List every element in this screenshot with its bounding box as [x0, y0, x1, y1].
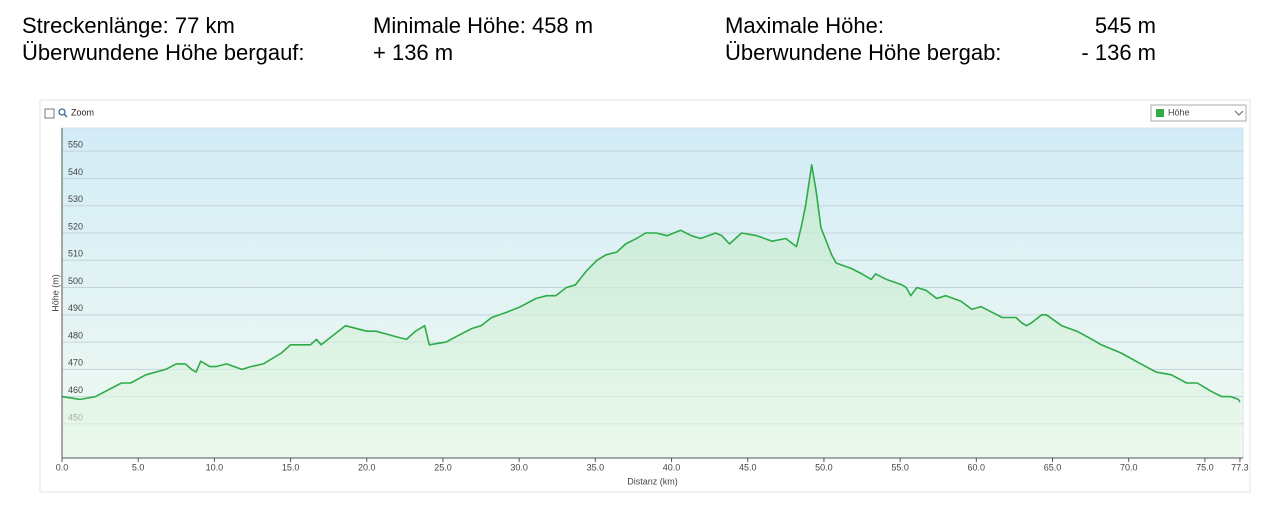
y-tick-label: 490	[68, 303, 83, 313]
x-tick-label: 50.0	[815, 462, 833, 472]
x-tick-label: 5.0	[132, 462, 145, 472]
y-tick-label: 550	[68, 140, 83, 150]
y-axis-label: Höhe (m)	[50, 274, 60, 312]
x-tick-label: 70.0	[1120, 462, 1138, 472]
x-tick-label: 45.0	[739, 462, 757, 472]
stat: - 136 m	[1081, 40, 1156, 65]
zoom-icon	[58, 108, 66, 116]
y-tick-label: 480	[68, 330, 83, 340]
zoom-icon	[63, 113, 68, 118]
x-axis-label: Distanz (km)	[627, 476, 678, 486]
stat: Überwundene Höhe bergab:	[725, 40, 1001, 65]
stat: Maximale Höhe:	[725, 13, 884, 38]
x-tick-label: 65.0	[1044, 462, 1062, 472]
zoom-label[interactable]: Zoom	[71, 107, 94, 117]
x-tick-label: 25.0	[434, 462, 452, 472]
stat: Minimale Höhe: 458 m	[373, 13, 593, 38]
legend-label: Höhe	[1168, 107, 1190, 117]
series-select[interactable]	[1150, 104, 1247, 122]
y-tick-label: 500	[68, 276, 83, 286]
zoom-checkbox[interactable]	[44, 108, 55, 119]
y-tick-label: 460	[68, 385, 83, 395]
area-fill	[62, 164, 1240, 459]
x-tick-label: 40.0	[663, 462, 681, 472]
x-tick-label: 20.0	[358, 462, 376, 472]
y-tick-label: 540	[68, 167, 83, 177]
x-tick-label: 75.0	[1196, 462, 1214, 472]
stat: + 136 m	[373, 40, 453, 65]
y-tick-label: 510	[68, 249, 83, 259]
stat: Streckenlänge: 77 km	[22, 13, 235, 38]
dropdown-arrow	[1234, 110, 1244, 116]
x-tick-label: 55.0	[891, 462, 909, 472]
x-tick-label: 77.3	[1231, 462, 1249, 472]
stat: Überwundene Höhe bergauf:	[22, 40, 305, 65]
x-tick-label: 10.0	[206, 462, 224, 472]
x-tick-label: 15.0	[282, 462, 300, 472]
x-tick-label: 60.0	[968, 462, 986, 472]
y-tick-label: 530	[68, 194, 83, 204]
stat: 545 m	[1095, 13, 1156, 38]
y-tick-label: 470	[68, 358, 83, 368]
x-tick-label: 0.0	[56, 462, 69, 472]
elevation-line	[61, 164, 1241, 403]
y-tick-label: 520	[68, 221, 83, 231]
legend-swatch	[1156, 109, 1164, 117]
x-tick-label: 30.0	[510, 462, 528, 472]
x-tick-label: 35.0	[587, 462, 605, 472]
